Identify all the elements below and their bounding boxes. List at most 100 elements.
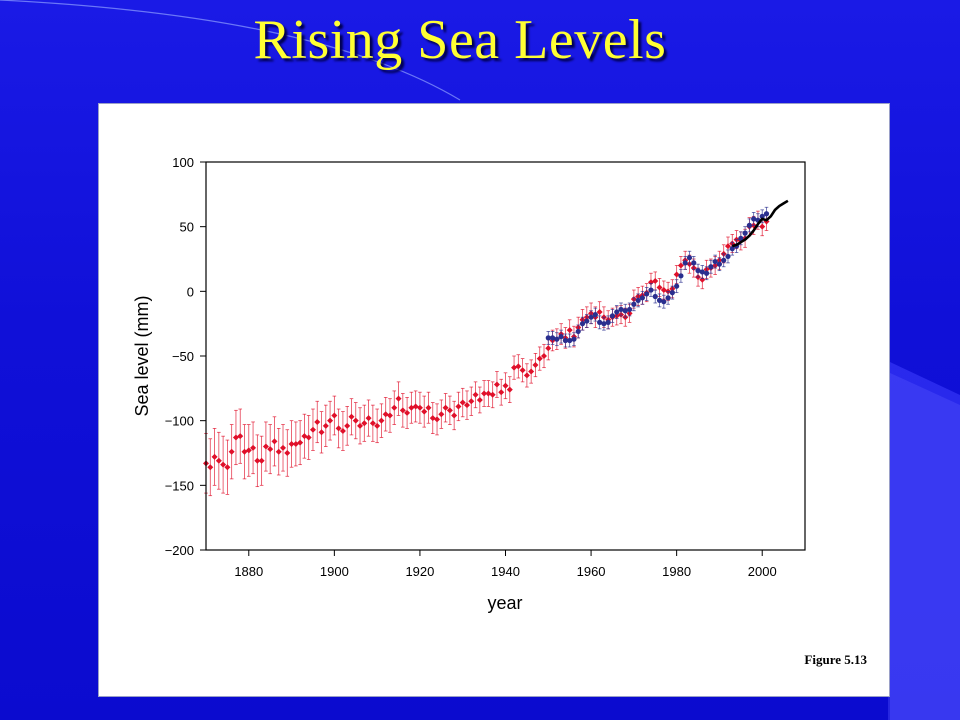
x-tick-label: 1920 [405, 564, 434, 579]
data-point [584, 318, 590, 324]
data-point [682, 260, 688, 266]
x-tick-label: 1900 [320, 564, 349, 579]
data-point [532, 362, 539, 369]
chart-marks [203, 199, 789, 497]
data-point [301, 433, 308, 440]
y-tick-label: −50 [172, 349, 194, 364]
data-point [352, 417, 359, 424]
data-point [708, 264, 714, 270]
data-point [262, 443, 269, 450]
data-point [258, 457, 265, 464]
data-point [348, 413, 355, 420]
data-point [695, 268, 701, 274]
data-point [605, 319, 611, 325]
data-point [288, 440, 295, 447]
x-tick-label: 1980 [662, 564, 691, 579]
data-point [536, 355, 543, 362]
data-point [541, 353, 548, 359]
data-point [567, 337, 573, 344]
x-axis-label: year [487, 593, 522, 613]
data-point [674, 283, 680, 289]
data-point [763, 211, 770, 217]
data-point [545, 345, 552, 352]
data-point [502, 382, 509, 389]
data-point [678, 273, 684, 279]
data-point [215, 457, 222, 464]
figure-panel: 1880 1900 1920 1940 1960 1980 2000 100 50 0 −50 −1… [98, 103, 890, 697]
x-axis-ticks: 1880 1900 1920 1940 1960 1980 2000 [234, 550, 777, 579]
data-point [459, 399, 466, 406]
data-point [280, 444, 287, 451]
slide-title: Rising Sea Levels [253, 9, 667, 71]
data-point [493, 381, 500, 388]
data-point [322, 422, 329, 429]
data-point [742, 230, 748, 236]
data-point [523, 372, 530, 379]
x-tick-label: 1880 [234, 564, 263, 579]
data-point [339, 428, 346, 435]
data-point [751, 216, 757, 222]
data-point [369, 420, 376, 427]
data-point [297, 439, 304, 446]
data-point [562, 337, 568, 344]
data-point [699, 269, 705, 275]
data-point [725, 253, 731, 260]
data-point [434, 416, 441, 423]
data-point [455, 403, 462, 410]
data-point [331, 412, 338, 419]
data-point [515, 363, 522, 370]
data-point [571, 336, 577, 342]
data-point [365, 415, 372, 422]
data-point [588, 314, 594, 320]
x-tick-label: 2000 [748, 564, 777, 579]
data-point [549, 335, 556, 341]
data-point [378, 417, 385, 424]
data-point [446, 407, 453, 414]
data-point [639, 295, 646, 301]
data-point [463, 402, 470, 409]
data-point [669, 290, 675, 296]
data-point [703, 270, 710, 276]
series-1 [203, 210, 770, 497]
y-axis-label: Sea level (mm) [132, 295, 152, 416]
data-point [305, 434, 312, 441]
data-point [656, 284, 663, 291]
data-point [275, 448, 282, 455]
data-point [626, 306, 633, 313]
data-point [468, 398, 475, 405]
y-axis-ticks: 100 50 0 −50 −100 −150 −200 [165, 155, 206, 558]
data-point [318, 429, 325, 436]
y-tick-label: 50 [180, 220, 194, 235]
data-point [665, 295, 671, 301]
data-point [267, 446, 274, 453]
data-point [759, 223, 766, 230]
data-point [618, 306, 624, 313]
data-point [614, 309, 620, 315]
data-point [506, 386, 513, 393]
data-point [327, 417, 334, 424]
data-point [592, 312, 598, 318]
series-3 [731, 199, 789, 248]
data-point [438, 411, 445, 418]
y-tick-label: 0 [187, 284, 194, 299]
data-point [395, 395, 402, 402]
data-point [207, 464, 214, 471]
data-point [738, 235, 744, 241]
data-point [686, 255, 693, 261]
y-tick-label: −200 [165, 543, 194, 558]
data-point [631, 301, 637, 307]
data-point [284, 450, 291, 456]
data-point [254, 457, 261, 464]
data-point [391, 404, 398, 411]
y-tick-label: −100 [165, 414, 194, 429]
data-point [596, 309, 603, 316]
data-point [425, 404, 432, 411]
data-point [622, 308, 628, 314]
data-point [245, 447, 252, 454]
data-point [476, 396, 483, 403]
data-point [575, 328, 581, 335]
data-point [601, 321, 607, 327]
data-point [224, 464, 231, 471]
data-point [673, 271, 680, 278]
data-point [314, 418, 321, 425]
